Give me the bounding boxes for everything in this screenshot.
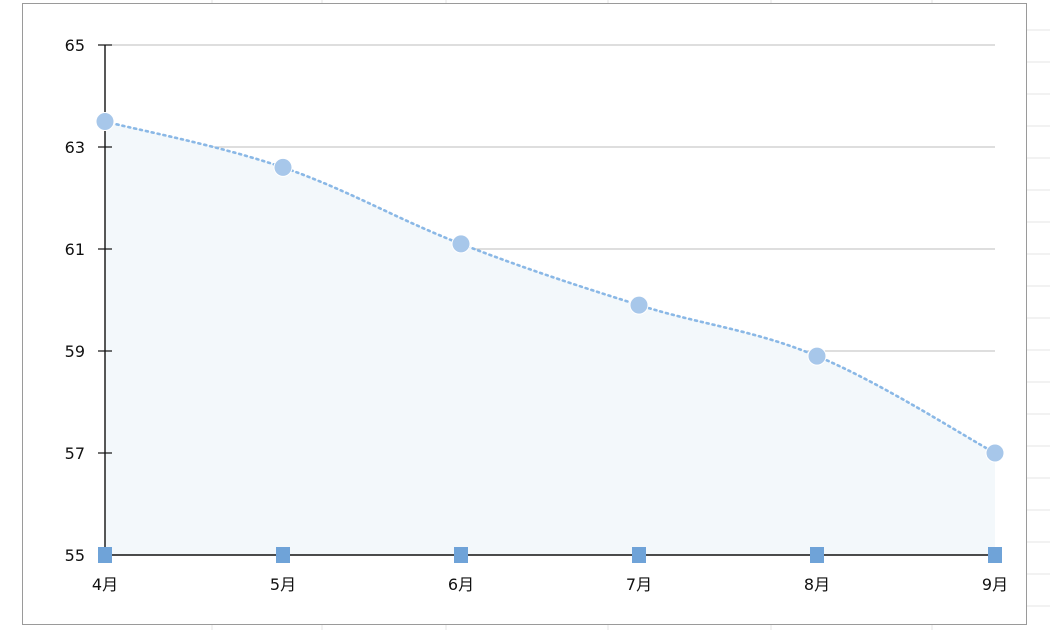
x-marker-7月: [632, 547, 646, 563]
y-tick-label: 59: [65, 342, 85, 361]
data-point-8月[interactable]: [807, 346, 827, 366]
series-line-layer: [103, 120, 997, 455]
x-tick-label: 4月: [92, 575, 118, 594]
data-point-7月[interactable]: [629, 295, 649, 315]
x-tick-label: 5月: [270, 575, 296, 594]
data-point-5月[interactable]: [273, 157, 293, 177]
data-point-9月[interactable]: [985, 443, 1005, 463]
y-tick-label: 65: [65, 36, 85, 55]
data-points: [95, 112, 1005, 463]
x-tick-label: 8月: [804, 575, 830, 594]
area-fill-layer: [105, 121, 995, 555]
area-fill: [105, 121, 995, 555]
y-tick-label: 55: [65, 546, 85, 565]
x-marker-8月: [810, 547, 824, 563]
x-marker-6月: [454, 547, 468, 563]
y-tick-label: 63: [65, 138, 85, 157]
x-marker-5月: [276, 547, 290, 563]
data-point-6月[interactable]: [451, 234, 471, 254]
x-marker-4月: [98, 547, 112, 563]
x-tick-label: 6月: [448, 575, 474, 594]
series-line: [103, 120, 997, 455]
x-tick-label: 9月: [982, 575, 1008, 594]
y-tick-label: 57: [65, 444, 85, 463]
tick-labels: 65 63 61 59 57 55 4月 5月 6月 7月 8月 9月: [65, 36, 1008, 594]
y-tick-label: 61: [65, 240, 85, 259]
x-marker-9月: [988, 547, 1002, 563]
x-axis-markers: [98, 547, 1002, 563]
data-point-4月[interactable]: [95, 112, 115, 131]
x-tick-label: 7月: [626, 575, 652, 594]
